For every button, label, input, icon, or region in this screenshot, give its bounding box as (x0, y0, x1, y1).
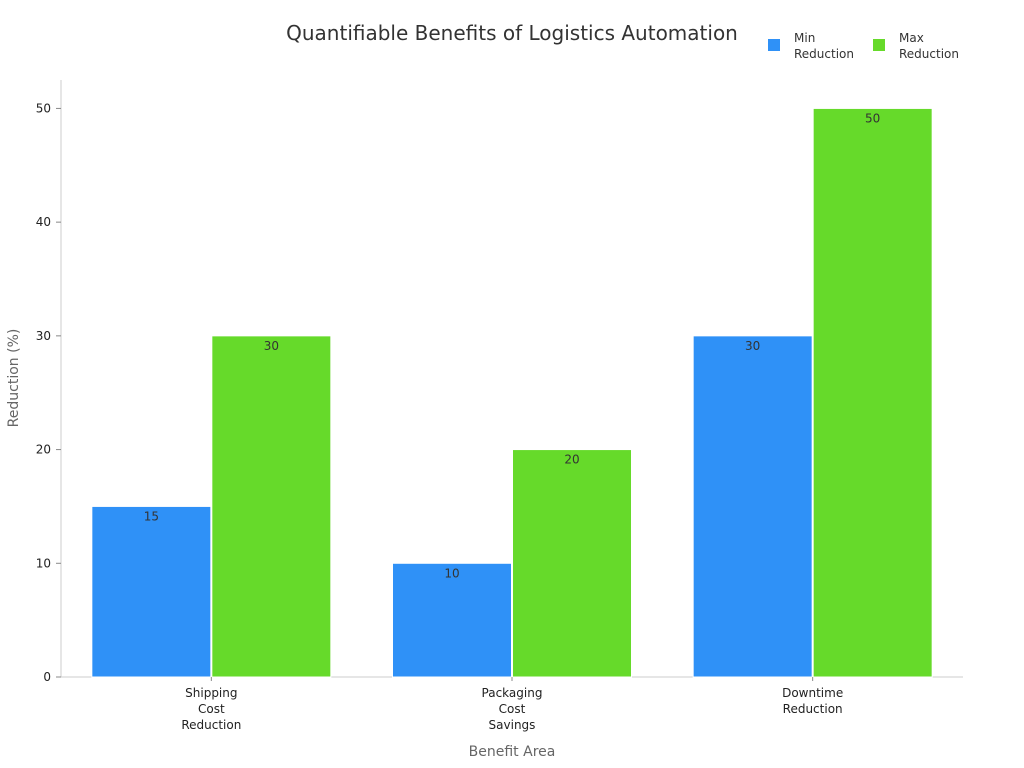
bars (91, 107, 933, 678)
legend-swatch (768, 39, 780, 51)
data-label: 50 (865, 111, 880, 125)
bar (812, 107, 933, 678)
data-label: 30 (264, 339, 279, 353)
x-axis-ticks: Shipping Cost Reduction Packaging Cost Saving… (181, 677, 843, 732)
x-tick-label: Shipping Cost Reduction (181, 686, 241, 732)
bar (392, 562, 512, 678)
x-tick-label: Packaging Cost Savings (482, 686, 543, 732)
y-axis-ticks: 0 10 20 30 40 50 (36, 101, 61, 684)
y-axis-label: Reduction (%) (6, 329, 22, 428)
bar (692, 335, 813, 678)
y-tick-label: 40 (36, 215, 51, 229)
data-label: 10 (444, 566, 459, 580)
x-axis-label: Benefit Area (469, 744, 556, 760)
legend-swatch (873, 39, 885, 51)
bar (512, 449, 632, 678)
y-tick-label: 10 (36, 556, 51, 570)
bar (91, 505, 212, 678)
chart-title: Quantifiable Benefits of Logistics Autom… (286, 21, 738, 45)
bar (211, 335, 332, 678)
data-labels: 15 10 30 30 20 50 (144, 111, 881, 580)
x-tick-label: Downtime Reduction (782, 686, 843, 716)
data-label: 30 (745, 339, 760, 353)
legend: Min Reduction Max Reduction (768, 31, 959, 61)
legend-label: Max Reduction (899, 31, 959, 61)
y-tick-label: 0 (43, 670, 51, 684)
data-label: 20 (564, 453, 579, 467)
legend-label: Min Reduction (794, 31, 854, 61)
y-tick-label: 30 (36, 329, 51, 343)
y-tick-label: 50 (36, 101, 51, 115)
y-tick-label: 20 (36, 443, 51, 457)
data-label: 15 (144, 509, 159, 523)
